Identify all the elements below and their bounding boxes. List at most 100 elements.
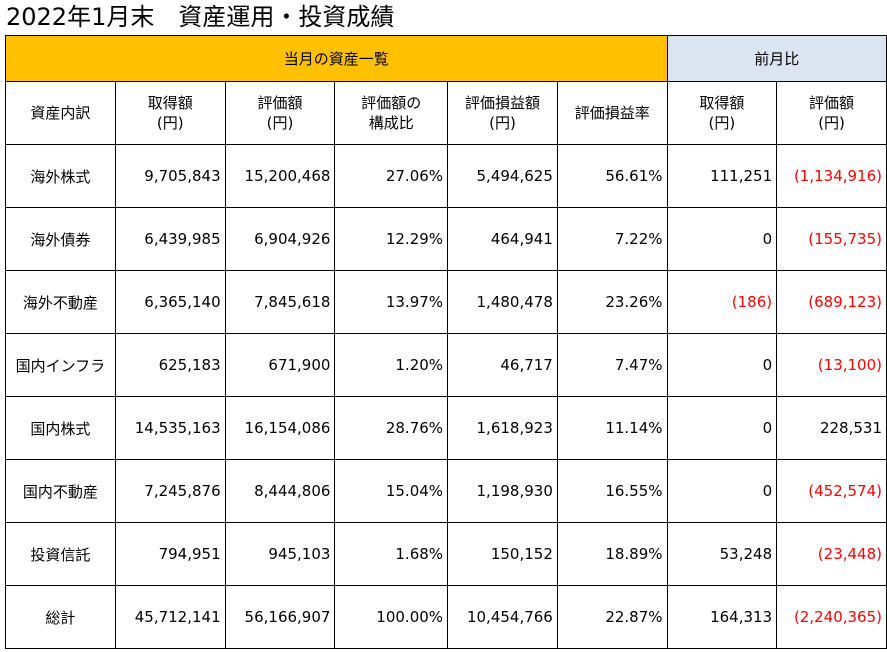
column-header-line: 資産内訳 <box>30 104 91 122</box>
cell-prev-acq-cost: 0 <box>666 459 778 523</box>
cell-valuation: 56,166,907 <box>224 585 336 649</box>
cell-prev-acq-cost: 111,251 <box>666 144 778 208</box>
asset-category: 国内不動産 <box>5 459 116 523</box>
asset-category: 総計 <box>5 585 116 649</box>
cell-unrealized-gain: 1,618,923 <box>447 396 558 460</box>
cell-acq-cost: 794,951 <box>114 522 226 586</box>
cell-acq-cost: 14,535,163 <box>114 396 226 460</box>
cell-acq-cost: 9,705,843 <box>114 144 226 208</box>
cell-composition: 13.97% <box>334 270 449 334</box>
asset-category: 海外株式 <box>5 144 116 208</box>
cell-unrealized-gain: 5,494,625 <box>447 144 558 208</box>
cell-prev-acq-cost: 53,248 <box>666 522 778 586</box>
cell-prev-acq-cost: (186) <box>666 270 778 334</box>
column-header-line: 評価損益率 <box>574 104 650 122</box>
asset-category: 海外不動産 <box>5 270 116 334</box>
column-header-prev-acq-cost: 取得額 (円) <box>666 81 778 145</box>
cell-valuation: 8,444,806 <box>224 459 336 523</box>
asset-table: 当月の資産一覧 前月比 資産内訳 取得額 (円) 評価額 (円) 評価額の 構成比 評価損益額… <box>5 35 887 649</box>
cell-prev-valuation: (689,123) <box>776 270 887 334</box>
cell-acq-cost: 45,712,141 <box>114 585 226 649</box>
cell-acq-cost: 7,245,876 <box>114 459 226 523</box>
column-header-line: (円) <box>708 114 736 132</box>
column-header-line: (円) <box>818 114 845 132</box>
cell-valuation: 16,154,086 <box>224 396 336 460</box>
cell-unrealized-gain: 464,941 <box>447 207 558 271</box>
asset-category: 国内株式 <box>5 396 116 460</box>
column-header-unrealized-gain: 評価損益額 (円) <box>447 81 558 145</box>
cell-composition: 15.04% <box>334 459 449 523</box>
column-header-valuation: 評価額 (円) <box>224 81 336 145</box>
column-header-line: (円) <box>266 114 294 132</box>
cell-acq-cost: 6,365,140 <box>114 270 226 334</box>
table-row: 海外債券 6,439,985 6,904,926 12.29% 464,941 7.22%… <box>5 207 887 271</box>
column-header-line: 取得額 <box>147 94 193 112</box>
cell-acq-cost: 625,183 <box>114 333 226 397</box>
cell-unrealized-gain: 10,454,766 <box>447 585 558 649</box>
table-row: 国内株式 14,535,163 16,154,086 28.76% 1,618,923 1… <box>5 396 887 460</box>
cell-unrealized-gain: 46,717 <box>447 333 558 397</box>
column-header-gain-rate: 評価損益率 <box>556 81 668 145</box>
cell-prev-acq-cost: 0 <box>666 207 778 271</box>
column-header-prev-valuation: 評価額 (円) <box>776 81 887 145</box>
cell-gain-rate: 7.22% <box>556 207 668 271</box>
cell-gain-rate: 23.26% <box>556 270 668 334</box>
cell-prev-valuation: (23,448) <box>776 522 887 586</box>
cell-prev-acq-cost: 0 <box>666 333 778 397</box>
cell-valuation: 671,900 <box>224 333 336 397</box>
cell-valuation: 15,200,468 <box>224 144 336 208</box>
cell-unrealized-gain: 1,198,930 <box>447 459 558 523</box>
cell-composition: 1.68% <box>334 522 449 586</box>
cell-gain-rate: 18.89% <box>556 522 668 586</box>
cell-acq-cost: 6,439,985 <box>114 207 226 271</box>
cell-prev-valuation: 228,531 <box>776 396 887 460</box>
column-header-line: (円) <box>489 114 516 132</box>
asset-category: 海外債券 <box>5 207 116 271</box>
column-header-composition: 評価額の 構成比 <box>334 81 449 145</box>
section-previous-month: 前月比 <box>666 35 887 82</box>
cell-valuation: 7,845,618 <box>224 270 336 334</box>
page-title: 2022年1月末 資産運用・投資成績 <box>6 3 395 31</box>
asset-category: 国内インフラ <box>5 333 116 397</box>
cell-unrealized-gain: 150,152 <box>447 522 558 586</box>
cell-gain-rate: 16.55% <box>556 459 668 523</box>
table-row: 海外不動産 6,365,140 7,845,618 13.97% 1,480,478 23… <box>5 270 887 334</box>
column-header-line: 評価額 <box>257 94 303 112</box>
column-header-row: 資産内訳 取得額 (円) 評価額 (円) 評価額の 構成比 評価損益額 (円) 評価損益率 取得額(… <box>5 81 887 145</box>
cell-gain-rate: 11.14% <box>556 396 668 460</box>
column-header-line: 評価額 <box>809 94 855 112</box>
column-header-acq-cost: 取得額 (円) <box>114 81 226 145</box>
cell-gain-rate: 22.87% <box>556 585 668 649</box>
total-row: 総計 45,712,141 56,166,907 100.00% 10,454,766 2… <box>5 585 887 649</box>
cell-composition: 1.20% <box>334 333 449 397</box>
cell-composition: 27.06% <box>334 144 449 208</box>
table-row: 国内インフラ 625,183 671,900 1.20% 46,717 7.47% 0 (13… <box>5 333 887 397</box>
cell-composition: 100.00% <box>334 585 449 649</box>
cell-prev-acq-cost: 0 <box>666 396 778 460</box>
cell-prev-acq-cost: 164,313 <box>666 585 778 649</box>
cell-prev-valuation: (155,735) <box>776 207 887 271</box>
cell-gain-rate: 56.61% <box>556 144 668 208</box>
cell-unrealized-gain: 1,480,478 <box>447 270 558 334</box>
column-header-line: (円) <box>156 114 184 132</box>
column-header-line: 取得額 <box>699 94 745 112</box>
asset-category: 投資信託 <box>5 522 116 586</box>
column-header-line: 評価額の <box>361 94 422 112</box>
section-header-row: 当月の資産一覧 前月比 <box>5 35 887 82</box>
table-row: 海外株式 9,705,843 15,200,468 27.06% 5,494,625 56… <box>5 144 887 208</box>
column-header-line: 構成比 <box>368 114 414 132</box>
cell-valuation: 945,103 <box>224 522 336 586</box>
cell-prev-valuation: (1,134,916) <box>776 144 887 208</box>
cell-composition: 12.29% <box>334 207 449 271</box>
cell-gain-rate: 7.47% <box>556 333 668 397</box>
column-header-breakdown: 資産内訳 <box>5 81 116 145</box>
section-current-month: 当月の資産一覧 <box>5 35 668 82</box>
cell-prev-valuation: (13,100) <box>776 333 887 397</box>
cell-valuation: 6,904,926 <box>224 207 336 271</box>
cell-prev-valuation: (2,240,365) <box>776 585 887 649</box>
table-row: 投資信託 794,951 945,103 1.68% 150,152 18.89% 53,2… <box>5 522 887 586</box>
cell-composition: 28.76% <box>334 396 449 460</box>
table-row: 国内不動産 7,245,876 8,444,806 15.04% 1,198,930 16… <box>5 459 887 523</box>
cell-prev-valuation: (452,574) <box>776 459 887 523</box>
column-header-line: 評価損益額 <box>464 94 540 112</box>
